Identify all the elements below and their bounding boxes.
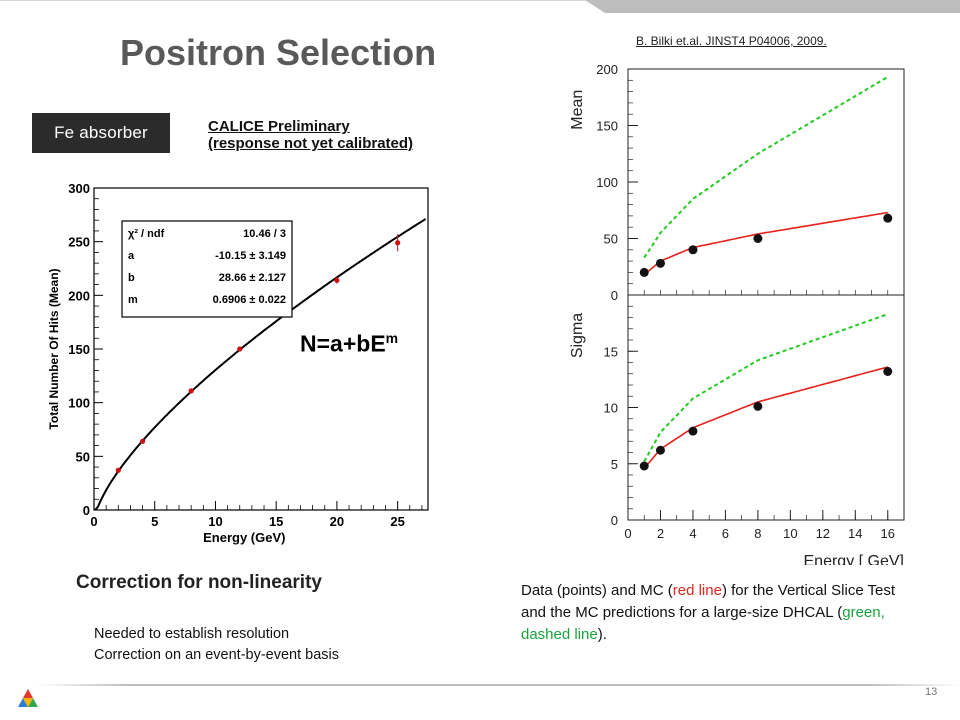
y-axis-label: Mean bbox=[569, 90, 586, 130]
x-tick-label: 4 bbox=[689, 526, 696, 541]
caption-green-text: green, dashed line bbox=[521, 604, 885, 643]
page-number: 13 bbox=[925, 686, 938, 698]
caption-part: ). bbox=[597, 626, 607, 643]
data-point bbox=[688, 245, 698, 255]
formula-base: N=a+bE bbox=[300, 330, 386, 357]
x-tick-label: 10 bbox=[783, 526, 797, 541]
caption-part: Data (points) and MC ( bbox=[521, 582, 673, 599]
y-tick-label: 150 bbox=[68, 342, 90, 357]
footer-divider bbox=[36, 684, 960, 686]
mc-green-dashed-line bbox=[643, 313, 889, 462]
stats-label: b bbox=[128, 272, 135, 284]
x-tick-label: 14 bbox=[848, 526, 862, 541]
x-axis-label: Energy (GeV) bbox=[203, 530, 285, 545]
formula-exponent: m bbox=[385, 330, 399, 346]
y-tick-label: 50 bbox=[604, 232, 618, 247]
y-tick-label: 0 bbox=[611, 513, 618, 528]
bullet-item: Needed to establish resolution bbox=[94, 626, 290, 642]
stats-label: a bbox=[128, 250, 135, 262]
citation-link[interactable]: B. Bilki et.al. JINST4 P04006, 2009. bbox=[636, 34, 827, 48]
preliminary-label: CALICE Preliminary (response not yet cal… bbox=[208, 118, 413, 152]
section-heading: Correction for non-linearity bbox=[76, 572, 322, 593]
data-point bbox=[655, 258, 665, 268]
fit-formula: N=a+bEm bbox=[300, 330, 398, 358]
data-point bbox=[753, 401, 763, 411]
data-point bbox=[883, 213, 893, 223]
x-tick-label: 8 bbox=[754, 526, 761, 541]
stats-label: m bbox=[128, 294, 138, 306]
bullet-list: Needed to establish resolution Correctio… bbox=[94, 624, 339, 666]
y-tick-label: 0 bbox=[83, 503, 90, 518]
x-tick-label: 15 bbox=[269, 514, 283, 529]
data-point bbox=[688, 426, 698, 436]
x-axis-label: Energy [ GeV] bbox=[804, 553, 905, 565]
y-tick-label: 10 bbox=[604, 401, 618, 416]
x-tick-label: 2 bbox=[657, 526, 664, 541]
data-point bbox=[334, 277, 340, 283]
y-axis-label: Total Number Of Hits (Mean) bbox=[47, 268, 61, 429]
data-point bbox=[639, 461, 649, 471]
y-tick-label: 0 bbox=[611, 288, 618, 303]
y-tick-label: 300 bbox=[68, 181, 90, 196]
preliminary-line-1: CALICE Preliminary bbox=[208, 118, 350, 135]
hits-vs-energy-chart: 0 50 100 150 200 250 300 0 5 10 15 20 25 Energy (GeV)… bbox=[47, 181, 429, 545]
y-tick-label: 100 bbox=[596, 175, 618, 190]
x-tick-label: 6 bbox=[722, 526, 729, 541]
y-tick-label: 5 bbox=[611, 457, 618, 472]
caption-red-text: red line bbox=[672, 582, 722, 599]
x-tick-label: 25 bbox=[390, 514, 404, 529]
x-tick-label: 16 bbox=[881, 526, 895, 541]
y-tick-label: 200 bbox=[596, 62, 618, 77]
y-tick-label: 200 bbox=[68, 288, 90, 303]
y-tick-label: 50 bbox=[76, 449, 90, 464]
data-point bbox=[188, 388, 194, 394]
panel-frame bbox=[627, 294, 905, 521]
data-point bbox=[753, 234, 763, 243]
stats-value: -10.15 ± 3.149 bbox=[215, 250, 286, 262]
data-point bbox=[139, 438, 146, 444]
y-tick-label: 15 bbox=[604, 344, 618, 359]
data-point bbox=[395, 240, 401, 246]
data-point bbox=[655, 445, 665, 455]
bullet-item: Correction on an event-by-event basis bbox=[94, 647, 340, 663]
data-point bbox=[115, 467, 121, 473]
stats-value: 10.46 / 3 bbox=[243, 228, 286, 240]
y-axis-label: Sigma bbox=[569, 313, 586, 358]
x-tick-label: 12 bbox=[816, 526, 830, 541]
x-tick-label: 5 bbox=[151, 514, 158, 529]
x-tick-label: 0 bbox=[624, 526, 631, 541]
x-tick-label: 0 bbox=[90, 514, 97, 529]
mean-sigma-chart: 0 50 100 150 200 Mean 0 5 10 15 Sigma 0 2 4 6 8 10 12 14 16… bbox=[569, 62, 905, 565]
data-point bbox=[883, 367, 893, 376]
figure-caption: Data (points) and MC (red line) for the … bbox=[521, 580, 901, 646]
top-decoration-bar bbox=[0, 0, 960, 13]
x-tick-label: 10 bbox=[208, 514, 222, 529]
triangle-logo-icon bbox=[18, 689, 38, 707]
mc-red-line bbox=[643, 211, 888, 276]
stats-value: 28.66 ± 2.127 bbox=[219, 272, 286, 284]
caption-part: ) for the Vertical Slice Test and the MC… bbox=[521, 582, 896, 621]
stats-box bbox=[121, 220, 293, 318]
x-tick-label: 20 bbox=[330, 514, 344, 529]
mc-red-line bbox=[643, 366, 889, 469]
mc-green-dashed-line bbox=[643, 76, 889, 259]
stats-value: 0.6906 ± 0.022 bbox=[213, 294, 286, 306]
stats-label: χ² / ndf bbox=[128, 228, 165, 240]
fe-absorber-badge: Fe absorber bbox=[32, 113, 170, 153]
preliminary-line-2: (response not yet calibrated) bbox=[208, 135, 414, 152]
data-point bbox=[639, 267, 649, 277]
panel-frame bbox=[627, 68, 905, 296]
y-tick-label: 100 bbox=[68, 396, 90, 411]
slide-title: Positron Selection bbox=[120, 32, 437, 73]
data-point bbox=[237, 346, 243, 352]
fit-curve bbox=[94, 218, 427, 511]
y-tick-label: 250 bbox=[68, 235, 90, 250]
y-tick-label: 150 bbox=[596, 119, 618, 134]
